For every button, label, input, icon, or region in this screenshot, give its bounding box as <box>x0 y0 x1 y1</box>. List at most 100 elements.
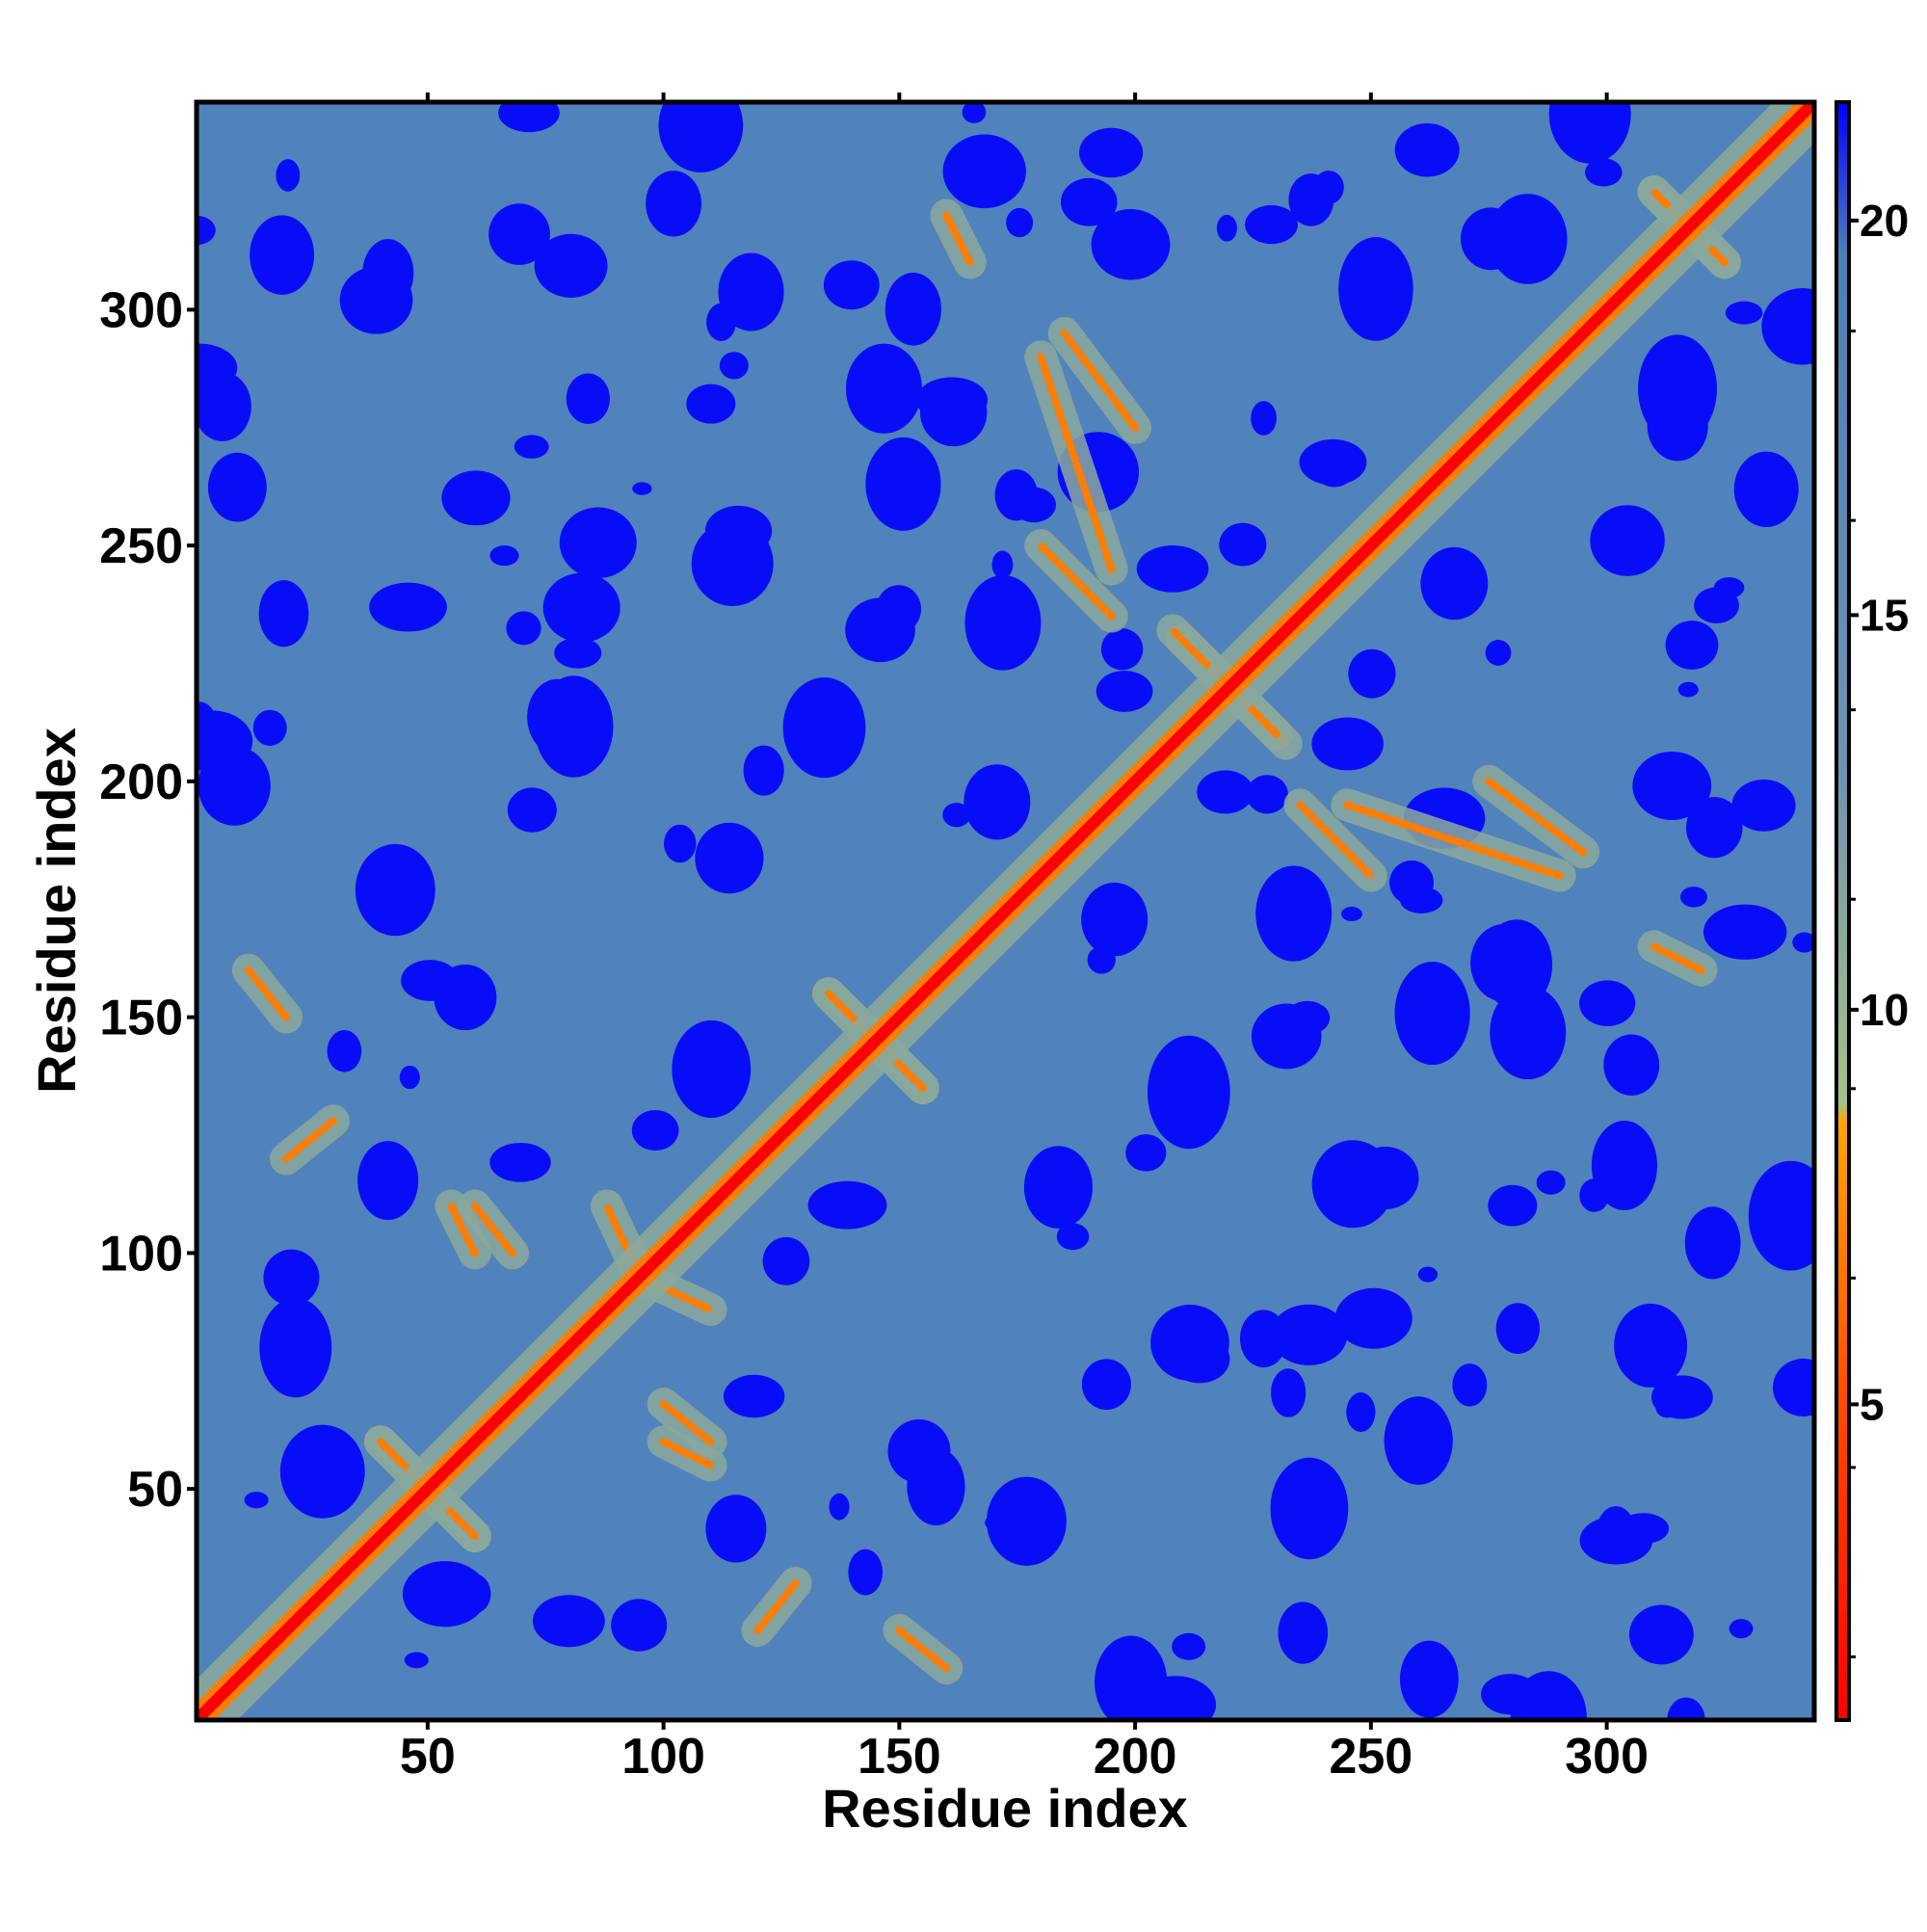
heatmap-far-cell <box>441 470 511 526</box>
x-tick-label: 300 <box>1565 1729 1649 1785</box>
heatmap-far-cell <box>1585 158 1623 187</box>
colorbar-tick-label: 15 <box>1860 590 1909 640</box>
heatmap-far-cell <box>244 1492 269 1509</box>
heatmap-far-cell <box>865 437 941 531</box>
heatmap-far-cell <box>1012 487 1056 523</box>
heatmap-far-cell <box>1761 288 1814 365</box>
heatmap-far-cell <box>1399 1640 1459 1718</box>
heatmap-far-cell <box>1773 1359 1814 1416</box>
heatmap-contact-band <box>659 1400 715 1446</box>
heatmap-far-cell <box>489 545 519 567</box>
heatmap-far-cell <box>1536 1170 1566 1195</box>
heatmap-far-cell <box>1680 887 1707 908</box>
heatmap-far-cell <box>986 1476 1067 1566</box>
heatmap-far-cell <box>646 171 701 237</box>
heatmap-far-cell <box>723 1374 785 1418</box>
heatmap-far-cell <box>1081 882 1148 957</box>
y-axis-ticks: 50 100 150 200 250 300 <box>99 282 197 1518</box>
heatmap-far-cell <box>554 637 602 669</box>
colorbar-tick-label: 20 <box>1860 196 1909 246</box>
heatmap-far-cell <box>1216 214 1237 242</box>
heatmap-diagonal <box>197 102 1814 1720</box>
heatmap-far-cell <box>1284 1000 1331 1035</box>
heatmap-far-cell <box>664 824 697 863</box>
heatmap-far-cell <box>964 764 1031 840</box>
heatmap-far-cell <box>1485 640 1512 666</box>
heatmap-contact-band <box>1296 801 1375 880</box>
heatmap-far-cell <box>658 102 744 172</box>
heatmap-far-cell <box>488 203 550 265</box>
heatmap-far-cell <box>1197 770 1254 814</box>
heatmap-far-cell <box>1417 1266 1439 1283</box>
x-tick-label: 100 <box>621 1729 705 1785</box>
heatmap-far-cell <box>507 787 557 833</box>
heatmap-far-cell <box>1647 389 1708 462</box>
heatmap-far-cell <box>252 709 287 746</box>
heatmap-far-cell <box>1394 123 1460 177</box>
heatmap-far-cell <box>1713 577 1745 598</box>
heatmap-far-cell <box>1703 904 1787 960</box>
heatmap-far-cell <box>829 1493 850 1521</box>
heatmap-far-cell <box>369 582 447 632</box>
heatmap-far-cell <box>1667 1697 1705 1720</box>
heatmap-far-cell <box>991 550 1014 579</box>
heatmap-far-cell <box>250 215 315 295</box>
heatmap-far-cell <box>1579 1178 1610 1212</box>
heatmap-far-cell <box>263 1249 320 1307</box>
heatmap-far-cell <box>611 1599 668 1652</box>
heatmap-far-cell <box>327 1030 362 1072</box>
heatmap-far-cell <box>279 1424 365 1519</box>
heatmap-far-cell <box>357 1141 419 1221</box>
heatmap-far-cell <box>304 1424 342 1464</box>
heatmap-contact-band <box>1343 801 1564 880</box>
heatmap-far-cell <box>1023 1146 1093 1229</box>
heatmap-far-cell <box>848 1548 884 1596</box>
heatmap-far-cell <box>1603 1034 1660 1096</box>
heatmap-far-cell <box>506 611 541 646</box>
heatmap-far-cell <box>1628 1604 1694 1665</box>
heatmap-far-cell <box>364 288 404 313</box>
heatmap-far-cell <box>1313 171 1344 204</box>
heatmap-contact-band <box>282 1117 337 1163</box>
heatmap-far-cell <box>1087 945 1116 974</box>
heatmap-far-cell <box>532 1595 605 1648</box>
heatmap-far-cell <box>1510 1671 1587 1720</box>
heatmap-far-cell <box>498 102 560 133</box>
heatmap-far-cell <box>719 352 749 380</box>
heatmap-far-cell <box>1590 505 1665 576</box>
heatmap-far-cell <box>259 1297 332 1398</box>
heatmap-far-cell <box>1460 207 1522 271</box>
heatmap-far-cell <box>1684 1206 1741 1280</box>
heatmap-contact-band <box>753 1579 800 1634</box>
heatmap-far-cell <box>1270 1304 1348 1365</box>
heatmap-far-cell <box>1172 1632 1206 1660</box>
heatmap-far-cell <box>1348 648 1396 699</box>
heatmap-contact-band <box>244 966 291 1021</box>
heatmap-far-cell <box>887 1419 951 1484</box>
heatmap-far-cell <box>276 159 301 192</box>
x-tick-label: 50 <box>400 1729 456 1785</box>
heatmap-far-cell <box>198 745 271 826</box>
heatmap-far-cell <box>1341 907 1362 922</box>
heatmap-far-cell <box>1632 751 1712 821</box>
heatmap-far-cell <box>1334 1287 1412 1349</box>
heatmap-far-cell <box>1311 1140 1394 1229</box>
y-tick-label: 300 <box>99 282 183 338</box>
heatmap-far-cell <box>1147 1035 1230 1150</box>
heatmap-contact-band <box>1037 542 1116 621</box>
heatmap-far-cell <box>884 273 941 346</box>
heatmap-far-cell <box>1665 621 1719 670</box>
x-axis-ticks: 50 100 150 200 250 300 <box>400 93 1649 1785</box>
heatmap-far-cell <box>1060 177 1118 226</box>
heatmap-far-cell <box>1591 1121 1658 1210</box>
heatmap-far-cell <box>1685 797 1743 859</box>
heatmap-far-cell <box>559 507 637 579</box>
heatmap-far-cell <box>1748 1160 1814 1271</box>
colorbar-ticks: 5 10 15 20 <box>1849 196 1909 1658</box>
heatmap-contact-band <box>1037 353 1116 573</box>
heatmap-far-cell <box>1731 780 1796 832</box>
heatmap-far-cell <box>1006 207 1034 238</box>
heatmap-far-cell <box>695 822 764 894</box>
